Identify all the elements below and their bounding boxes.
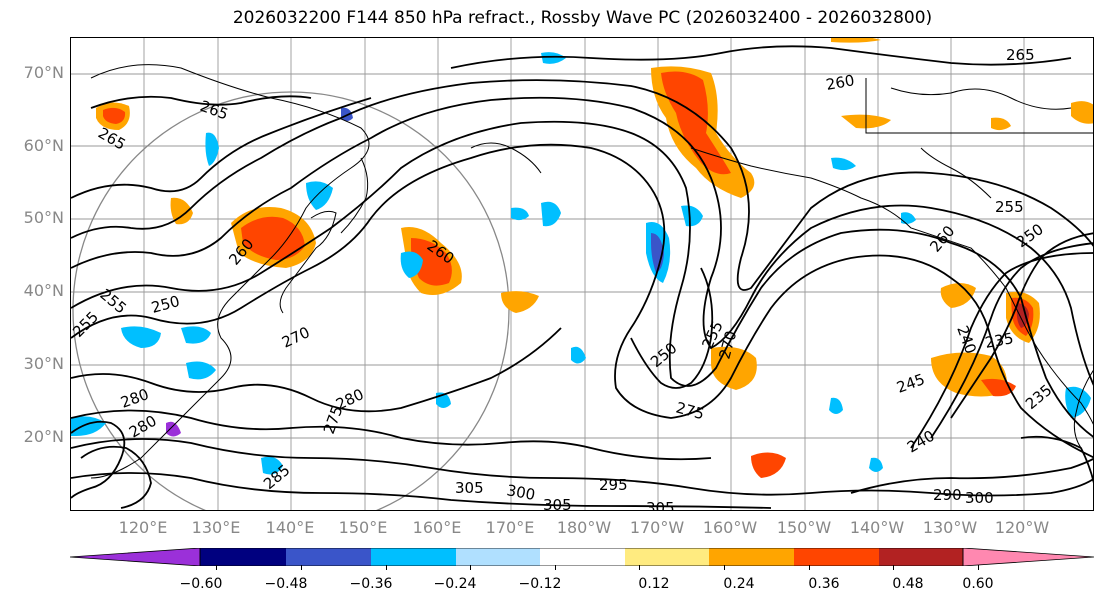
- colorbar-tick: [555, 565, 556, 570]
- lon-label: 130°E: [191, 518, 241, 537]
- contour-label: 260: [825, 71, 856, 94]
- lat-label: 30°N: [23, 354, 64, 373]
- lat-label: 60°N: [23, 136, 64, 155]
- contour-label: 300: [965, 489, 994, 507]
- colorbar-tick-label: 0.12: [638, 576, 670, 592]
- contour-label: 250: [1013, 220, 1047, 251]
- contour-label: 290: [933, 486, 962, 504]
- contour-label: 295: [599, 476, 628, 494]
- coastlines: [90, 64, 1093, 479]
- colorbar-segment: [286, 548, 371, 566]
- contour-label: 245: [894, 370, 927, 397]
- colorbar-tick-label: −0.36: [349, 576, 393, 592]
- colorbar-segment: [963, 548, 1094, 566]
- colorbar-segment: [371, 548, 456, 566]
- lon-label: 160°W: [702, 518, 758, 537]
- lon-label: 130°W: [922, 518, 978, 537]
- colorbar-tick: [216, 565, 217, 570]
- contour-label: 305: [455, 479, 484, 497]
- colorbar-segment: [625, 548, 709, 566]
- contour-label: 255: [96, 285, 130, 317]
- colorbar-tick: [893, 565, 894, 570]
- contour-label: 280: [118, 385, 151, 412]
- colorbar-tick-label: 0.36: [808, 576, 840, 592]
- colorbar-segment: [540, 548, 625, 566]
- contour-label: 280: [126, 412, 160, 442]
- contour-label: 240: [953, 323, 980, 356]
- colorbar-tick-label: −0.48: [264, 576, 308, 592]
- contour-label: 255: [995, 198, 1024, 216]
- contours: [71, 45, 1093, 509]
- map-canvas: 265 265 265 260 260 260 260 255 255 255 …: [71, 38, 1093, 511]
- colorbar-tick: [470, 565, 471, 570]
- contour-label: 270: [279, 323, 313, 351]
- lat-label: 20°N: [23, 427, 64, 446]
- lon-label: 150°E: [338, 518, 388, 537]
- lon-label: 150°W: [776, 518, 832, 537]
- contour-label: 240: [904, 427, 938, 457]
- contour-label: 275: [674, 398, 706, 423]
- lon-label: 170°W: [629, 518, 685, 537]
- contour-label: 250: [149, 292, 181, 317]
- colorbar: [70, 548, 1094, 566]
- colorbar-segment: [879, 548, 963, 566]
- colorbar-tick: [724, 565, 725, 570]
- lon-label: 120°W: [994, 518, 1050, 537]
- lon-label: 140°E: [265, 518, 315, 537]
- lon-label: 170°E: [485, 518, 535, 537]
- colorbar-segment: [794, 548, 879, 566]
- colorbar-tick-label: −0.24: [433, 576, 477, 592]
- chart-title: 2026032200 F144 850 hPa refract., Rossby…: [232, 8, 933, 28]
- contour-label: 250: [647, 339, 681, 371]
- contour-labels: 265 265 265 260 260 260 260 255 255 255 …: [71, 46, 1056, 511]
- colorbar-tick: [639, 565, 640, 570]
- colorbar-tick-label: −0.60: [179, 576, 223, 592]
- map-panel: 265 265 265 260 260 260 260 255 255 255 …: [70, 37, 1094, 511]
- contour-label: 265: [1006, 46, 1035, 64]
- lat-label: 40°N: [23, 281, 64, 300]
- lat-label: 70°N: [23, 63, 64, 82]
- contour-label: 305: [543, 496, 572, 511]
- lon-label: 180°W: [556, 518, 612, 537]
- range-circle: [72, 91, 510, 510]
- contour-label: 265: [95, 124, 129, 154]
- colorbar-tick: [809, 565, 810, 570]
- contour-label: 235: [984, 329, 1015, 352]
- contour-label: 265: [198, 97, 231, 124]
- lon-label: 140°W: [849, 518, 905, 537]
- contour-label: 260: [926, 222, 958, 256]
- contour-label: 300: [505, 481, 536, 504]
- contour-label: 305: [646, 499, 675, 511]
- lon-label: 120°E: [118, 518, 168, 537]
- negative-anomaly-shading: [71, 52, 1091, 475]
- colorbar-segment: [200, 548, 286, 566]
- contour-label: 255: [71, 308, 102, 341]
- colorbar-segment: [456, 548, 540, 566]
- colorbar-tick-label: 0.24: [723, 576, 755, 592]
- colorbar-segment: [70, 548, 200, 566]
- lon-label: 160°E: [412, 518, 462, 537]
- colorbar-segment: [709, 548, 794, 566]
- colorbar-tick-label: 0.48: [892, 576, 924, 592]
- colorbar-tick: [386, 565, 387, 570]
- colorbar-tick-label: 0.60: [962, 576, 994, 592]
- colorbar-tick-label: −0.12: [518, 576, 562, 592]
- colorbar-tick: [301, 565, 302, 570]
- lat-label: 50°N: [23, 208, 64, 227]
- colorbar-tick: [978, 565, 979, 570]
